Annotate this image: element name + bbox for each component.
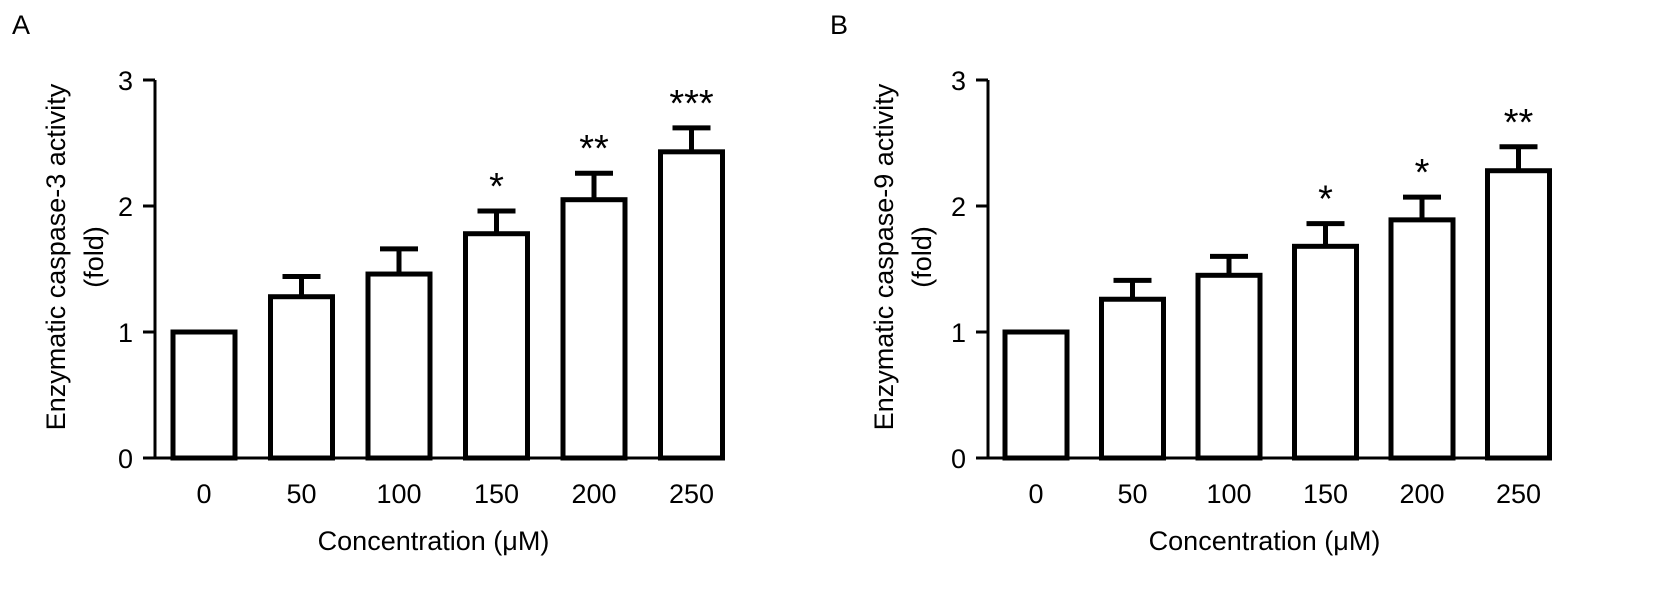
y-tick-label: 1	[951, 318, 966, 348]
x-tick-label: 200	[1399, 479, 1444, 509]
significance-marker: **	[579, 128, 609, 170]
x-tick-label: 250	[1496, 479, 1541, 509]
bar	[463, 231, 530, 461]
bar	[1195, 272, 1263, 461]
x-tick-label: 100	[376, 479, 421, 509]
y-tick-label: 1	[118, 318, 133, 348]
bar	[1485, 168, 1552, 461]
bar	[1099, 296, 1166, 461]
x-tick-label: 150	[1303, 479, 1348, 509]
bar	[170, 329, 238, 461]
bar	[1292, 243, 1359, 461]
panel-label: A	[12, 10, 30, 40]
significance-marker: *	[1318, 179, 1333, 221]
panel-label: B	[830, 10, 848, 40]
x-axis-title: Concentration (μM)	[318, 526, 550, 556]
y-axis-title: (fold)	[907, 226, 937, 288]
x-tick-label: 150	[474, 479, 519, 509]
bar	[658, 149, 725, 461]
y-tick-label: 3	[951, 66, 966, 96]
x-tick-label: 100	[1206, 479, 1251, 509]
significance-marker: *	[1415, 152, 1430, 194]
y-tick-label: 2	[118, 192, 133, 222]
x-tick-label: 50	[286, 479, 316, 509]
y-axis-title: (fold)	[79, 226, 109, 288]
panel-a: A 0 1 2 3 0 50 100 * 150 ** 200 *** 250 Concentration …	[12, 10, 725, 556]
panel-b: B 0 1 2 3 0 50 100 * 150 * 200 ** 250 Concentration (μ…	[830, 10, 1552, 556]
y-tick-label: 0	[118, 444, 133, 474]
x-tick-label: 0	[196, 479, 211, 509]
y-tick-label: 3	[118, 66, 133, 96]
y-axis-title: Enzymatic caspase-9 activity	[869, 83, 899, 430]
x-tick-label: 50	[1117, 479, 1147, 509]
x-tick-label: 0	[1028, 479, 1043, 509]
bar	[1002, 329, 1070, 461]
significance-marker: ***	[669, 83, 714, 125]
x-axis-title: Concentration (μM)	[1149, 526, 1381, 556]
bar	[560, 197, 628, 461]
bar	[268, 294, 335, 461]
x-tick-label: 250	[669, 479, 714, 509]
significance-marker: *	[489, 166, 504, 208]
bar	[1388, 217, 1456, 461]
y-tick-label: 0	[951, 444, 966, 474]
significance-marker: **	[1504, 102, 1534, 144]
y-axis-title: Enzymatic caspase-3 activity	[41, 83, 71, 430]
x-tick-label: 200	[571, 479, 616, 509]
y-tick-label: 2	[951, 192, 966, 222]
bar	[365, 271, 433, 461]
